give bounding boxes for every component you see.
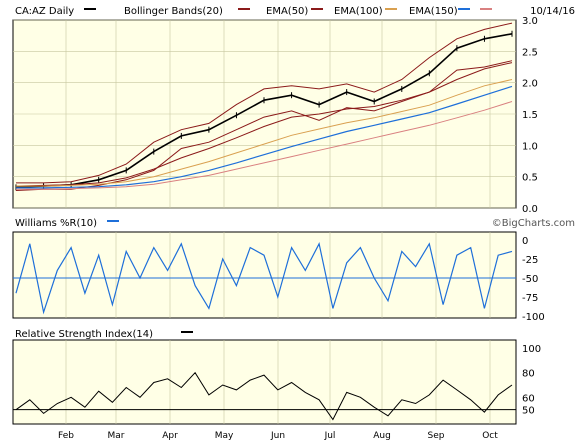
month-axis: Feb Mar Apr May Jun Jul Aug Sep Oct [58,431,498,441]
rsi-series-line [15,371,513,421]
price-axis-tick-label: 2.5 [522,47,538,58]
williams-series-group [15,242,513,315]
bollinger-legend-swatch [238,8,250,10]
bollinger-legend-label: Bollinger Bands(20) [124,6,223,17]
ema100-legend-swatch [385,8,397,10]
month-tick-label: Jun [270,431,285,441]
price-legend-swatch [84,8,96,10]
rsi-axis-tick-label: 50 [522,406,535,417]
price-axis-tick-label: 2.0 [522,79,538,90]
month-tick-label: Oct [482,431,498,441]
price-series-group [15,22,513,191]
williams-axis-tick-label: -25 [522,255,538,266]
ema50-legend-label: EMA(50) [266,6,308,17]
month-tick-label: Mar [108,431,125,441]
ema150-legend-swatch [458,8,470,10]
williams-axis-tick-label: -75 [522,293,538,304]
williams-label: Williams %R(10) [15,218,97,229]
watermark-label: ©BigCharts.com [492,218,575,229]
rsi-axis-tick-label: 100 [522,344,541,355]
rsi-label: Relative Strength Index(14) [15,329,153,340]
month-tick-label: Jul [324,431,336,441]
williams-axis-tick-label: -50 [522,274,538,285]
rsi-ticks: 100 80 60 50 [522,344,541,417]
rsi-axis-tick-label: 80 [522,369,535,380]
williams-ticks: 0 -25 -50 -75 -100 [522,236,545,323]
williams-panel-bg [12,231,517,319]
price-axis-tick-label: 0.0 [522,204,538,215]
extra-ma-legend-swatch [480,8,492,10]
ema150-legend-label: EMA(150) [409,6,458,17]
price-axis-tick-label: 0.5 [522,173,538,184]
price-grid [13,19,516,209]
price-series-line [15,62,513,187]
month-tick-label: May [215,431,234,441]
williams-series-line [15,242,513,315]
symbol-label: CA:AZ Daily [15,6,74,17]
month-tick-label: Aug [373,431,391,441]
williams-grid [13,232,516,318]
price-axis-tick-label: 3.0 [522,16,538,27]
ema50-legend-swatch [311,8,323,10]
price-axis-tick-label: 1.5 [522,110,538,121]
rsi-series-group [15,371,513,421]
price-series-line [16,79,513,187]
price-ticks: 3.0 2.5 2.0 1.5 1.0 0.5 0.0 [522,16,538,215]
price-series-line [16,101,513,190]
price-series-line [16,22,513,184]
rsi-legend-swatch [181,331,193,333]
williams-axis-tick-label: 0 [522,236,528,247]
date-label: 10/14/16 [530,6,575,17]
rsi-panel-bg [12,339,517,425]
price-series-line [16,85,513,189]
price-axis-tick-label: 1.0 [522,141,538,152]
ema100-legend-label: EMA(100) [334,6,383,17]
rsi-grid [13,340,516,424]
month-tick-label: Sep [428,431,445,441]
month-tick-label: Apr [162,431,178,441]
month-tick-label: Feb [58,431,74,441]
rsi-axis-tick-label: 60 [522,393,535,404]
williams-legend-swatch [107,220,119,222]
williams-axis-tick-label: -100 [522,312,545,323]
